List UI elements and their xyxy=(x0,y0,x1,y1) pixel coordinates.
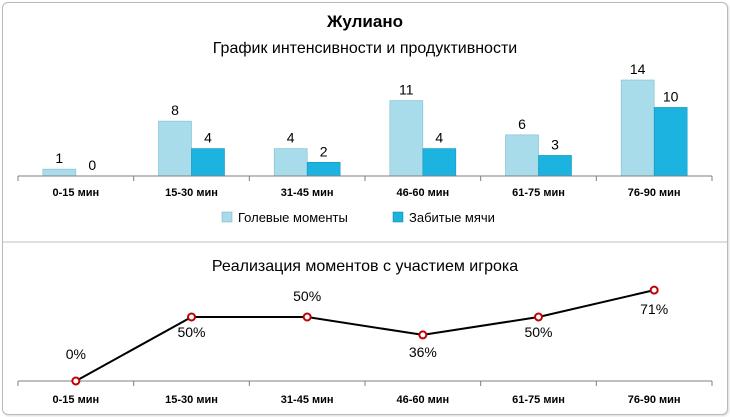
legend-label-goal-chances: Голевые моменты xyxy=(238,210,348,225)
bar-goal-chances xyxy=(273,148,308,177)
line-point-label: 50% xyxy=(524,324,552,340)
bar-label-goal-chances: 11 xyxy=(399,82,414,98)
bar-label-goal-chances: 1 xyxy=(55,150,63,166)
bar-goals-scored xyxy=(422,148,457,177)
bar-goal-chances xyxy=(620,79,655,177)
bar-goal-chances xyxy=(42,168,77,177)
bar-label-goals-scored: 0 xyxy=(88,157,96,173)
bar-goals-scored xyxy=(538,155,572,177)
bar-goal-chances xyxy=(505,134,539,177)
legend-swatch-goal-chances xyxy=(221,211,233,223)
line-category-label: 31-45 мин xyxy=(281,394,334,406)
line-category-label: 15-30 мин xyxy=(165,394,218,406)
bar-category-label: 31-45 мин xyxy=(281,187,334,199)
bar-goals-scored xyxy=(653,107,688,177)
bar-category-label: 0-15 мин xyxy=(53,187,100,199)
bar-label-goal-chances: 6 xyxy=(518,116,526,132)
legend-label-goals-scored: Забитые мячи xyxy=(409,210,495,225)
bar-category-label: 76-90 мин xyxy=(628,187,681,199)
bar-goals-scored xyxy=(191,148,225,177)
line-series xyxy=(75,289,655,382)
chart-title: Жулиано xyxy=(326,12,403,31)
legend: Голевые моменты Забитые мячи xyxy=(221,210,495,225)
chart-subtitle: График интенсивности и продуктивности xyxy=(213,40,517,57)
bar-label-goals-scored: 4 xyxy=(435,130,443,146)
line-point xyxy=(187,312,196,322)
bar-category-label: 46-60 мин xyxy=(396,187,449,199)
bar-label-goals-scored: 10 xyxy=(663,88,679,104)
line-point xyxy=(534,312,543,322)
line-category-label: 46-60 мин xyxy=(396,394,449,406)
bar-label-goal-chances: 14 xyxy=(630,61,646,77)
bar-label-goals-scored: 3 xyxy=(551,136,559,152)
line-chart-title: Реализация моментов с участием игрока xyxy=(212,258,518,275)
line-point-label: 36% xyxy=(409,344,437,360)
bar-label-goals-scored: 2 xyxy=(320,143,328,159)
legend-swatch-goals-scored xyxy=(392,211,404,223)
line-category-label: 76-90 мин xyxy=(628,394,681,406)
bar-goal-chances xyxy=(389,100,424,177)
line-point xyxy=(649,285,659,295)
line-point xyxy=(302,312,312,322)
line-point-label: 50% xyxy=(177,324,205,340)
line-category-label: 61-75 мин xyxy=(512,394,565,406)
bar-category-label: 15-30 мин xyxy=(165,187,218,199)
line-point-label: 50% xyxy=(293,288,321,304)
line-point xyxy=(418,330,428,340)
bar-goal-chances xyxy=(158,120,192,177)
bar-label-goals-scored: 4 xyxy=(204,130,212,146)
line-category-label: 0-15 мин xyxy=(53,394,100,406)
bar-goals-scored xyxy=(306,161,341,177)
bar-label-goal-chances: 4 xyxy=(287,130,295,146)
line-point-label: 71% xyxy=(640,301,668,317)
bar-label-goal-chances: 8 xyxy=(171,102,179,118)
line-point xyxy=(71,376,81,386)
line-point-label: 0% xyxy=(66,346,86,362)
line-plot-area: 0-15 мин 15-30 мин 31-45 мин 46-60 мин 61-75… xyxy=(17,285,713,406)
bar-category-label: 61-75 мин xyxy=(512,187,565,199)
